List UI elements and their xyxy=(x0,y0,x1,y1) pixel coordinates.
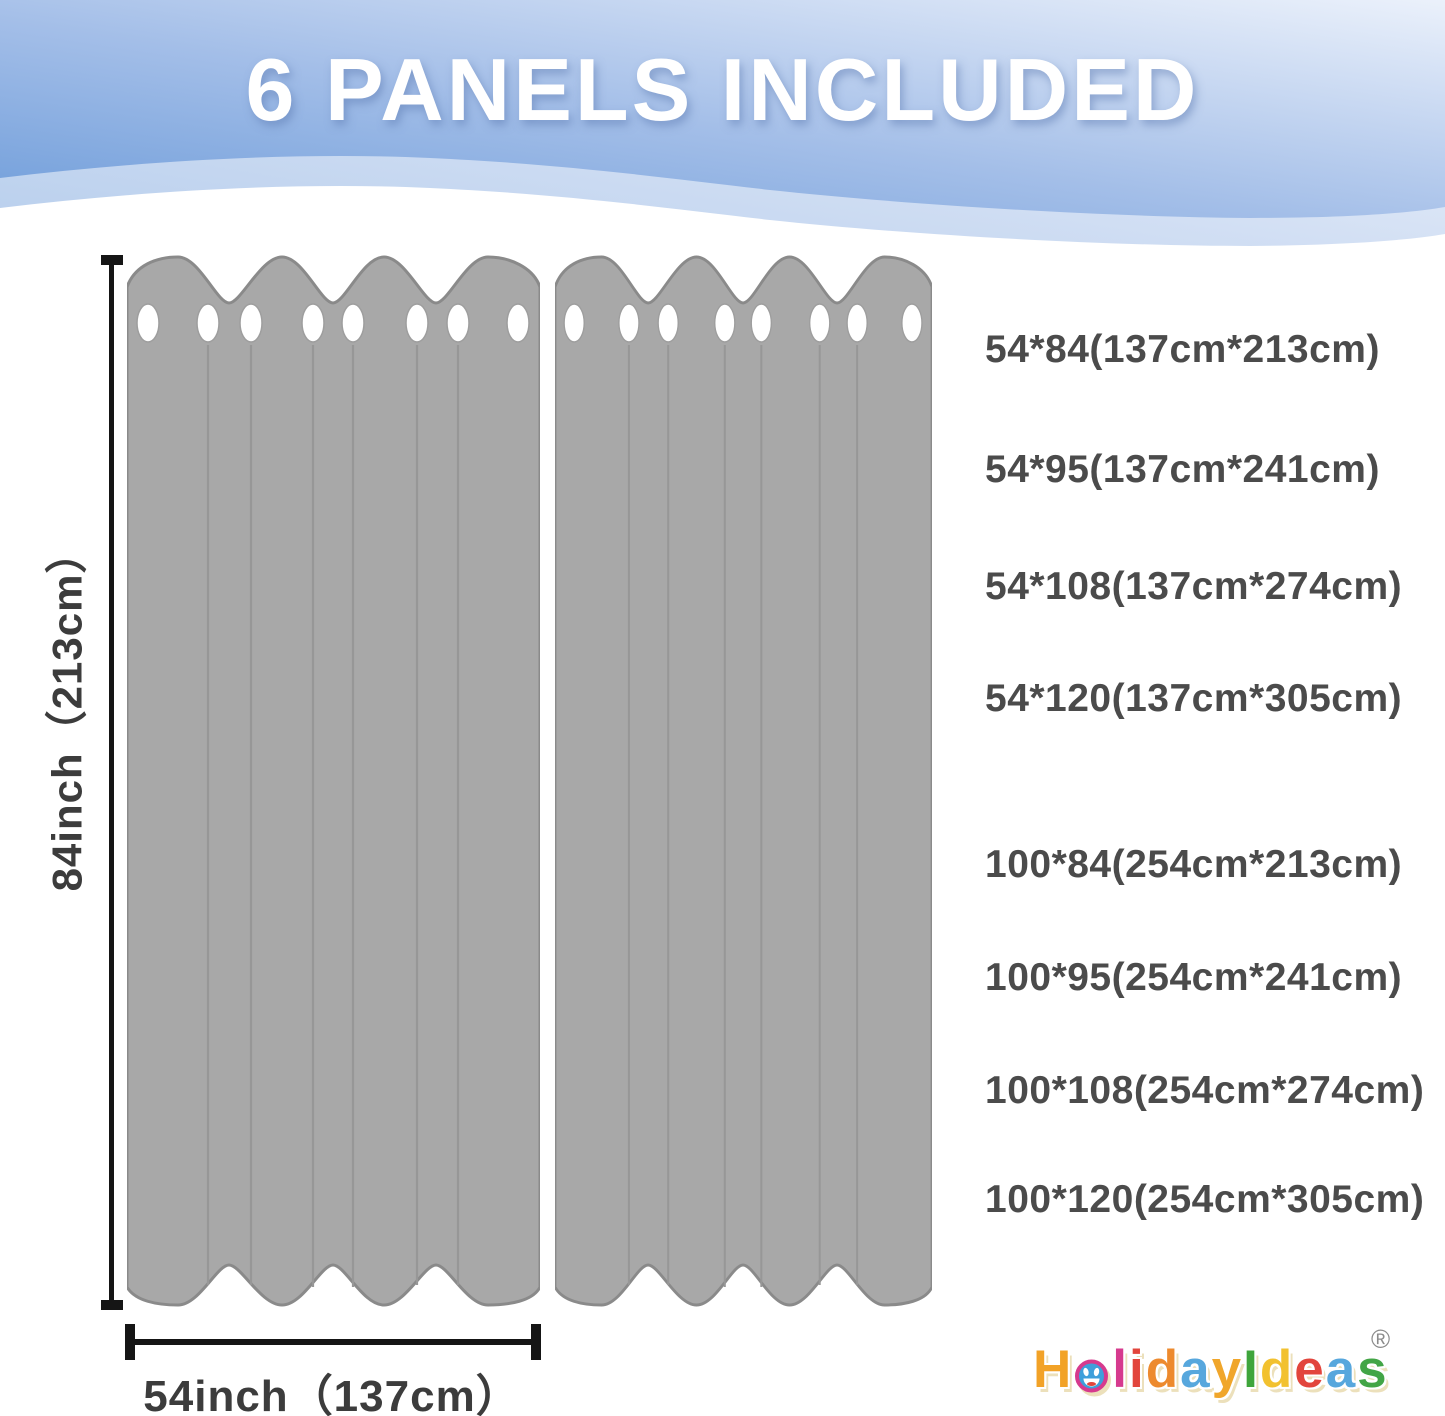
height-dimension-label: 84inch（213cm） xyxy=(43,530,91,892)
size-option: 54*120(137cm*305cm) xyxy=(985,677,1403,720)
logo-letter: d xyxy=(1259,1340,1293,1399)
width-dimension-cap-right xyxy=(531,1324,541,1360)
curtain-panel-right xyxy=(555,255,932,1307)
logo-letter: H xyxy=(1033,1340,1072,1399)
size-option: 100*84(254cm*213cm) xyxy=(985,843,1403,886)
registered-trademark-symbol: ® xyxy=(1371,1324,1391,1354)
size-option: 54*84(137cm*213cm) xyxy=(985,328,1380,371)
height-dimension-line xyxy=(109,260,114,1306)
size-option: 100*95(254cm*241cm) xyxy=(985,956,1403,999)
grommet-holes xyxy=(563,303,923,343)
width-dimension-label: 54inch（137cm） xyxy=(143,1372,521,1416)
logo-letter: s xyxy=(1357,1340,1387,1399)
logo-letter: a xyxy=(1180,1340,1210,1399)
header-background-wave xyxy=(0,0,1445,246)
size-option: 54*95(137cm*241cm) xyxy=(985,448,1380,491)
brand-logo: H l i d a y I d e a s xyxy=(1032,1340,1388,1399)
logo-letter: i xyxy=(1129,1340,1144,1399)
smiley-o-icon xyxy=(1075,1359,1109,1393)
curtain-fabric xyxy=(555,255,932,1307)
header-banner: 6 PANELS INCLUDED xyxy=(0,0,1445,260)
width-dimension-cap-left xyxy=(125,1324,135,1360)
logo-letter: y xyxy=(1211,1340,1242,1399)
curtain-fold-lines xyxy=(627,345,859,1287)
width-dimension-line xyxy=(128,1339,538,1345)
logo-letter: e xyxy=(1294,1340,1324,1399)
logo-letter: a xyxy=(1325,1340,1356,1399)
size-option: 100*108(254cm*274cm) xyxy=(985,1069,1425,1112)
size-option: 100*120(254cm*305cm) xyxy=(985,1178,1425,1221)
curtain-fold-lines xyxy=(206,345,460,1287)
logo-letter: l xyxy=(1112,1340,1128,1399)
logo-letter: d xyxy=(1145,1340,1179,1399)
header-wave-blue-layer xyxy=(0,0,1445,218)
curtain-panel-left xyxy=(127,255,540,1307)
page-title: 6 PANELS INCLUDED xyxy=(245,40,1200,139)
height-dimension-cap-bottom xyxy=(101,1300,123,1310)
curtain-fabric xyxy=(127,255,540,1307)
logo-letter: I xyxy=(1243,1340,1258,1399)
height-dimension-cap-top xyxy=(101,255,123,265)
grommet-holes xyxy=(136,303,530,343)
size-option: 54*108(137cm*274cm) xyxy=(985,565,1403,608)
